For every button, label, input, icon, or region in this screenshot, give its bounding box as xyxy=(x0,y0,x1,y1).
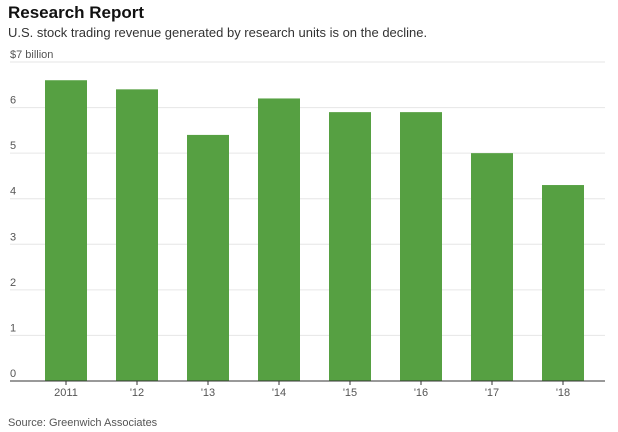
x-tick-label: '12 xyxy=(130,387,144,399)
bar xyxy=(471,153,513,381)
x-tick-label: '15 xyxy=(343,387,357,399)
chart-title: Research Report xyxy=(8,3,145,22)
bars xyxy=(45,80,584,381)
bar xyxy=(116,89,158,381)
x-tick-label: 2011 xyxy=(54,387,78,399)
bar xyxy=(400,112,442,381)
tick-labels: 0 1 2 3 4 5 6 $7 billion 2011 '12 '13 '14 '15 '16 '17 '… xyxy=(10,49,570,399)
x-tick-label: '18 xyxy=(556,387,570,399)
y-tick-label: 4 xyxy=(10,186,16,198)
y-tick-label: 2 xyxy=(10,277,16,289)
y-tick-label: 3 xyxy=(10,231,16,243)
axes xyxy=(10,380,605,385)
y-tick-label: 6 xyxy=(10,95,16,107)
chart-source: Source: Greenwich Associates xyxy=(8,417,158,429)
gridlines xyxy=(10,61,605,336)
x-tick-label: '13 xyxy=(201,387,215,399)
bar xyxy=(45,80,87,381)
x-tick-label: '16 xyxy=(414,387,428,399)
y-tick-label: 1 xyxy=(10,322,16,334)
chart-subtitle: U.S. stock trading revenue generated by … xyxy=(8,25,428,40)
bar xyxy=(329,112,371,381)
bar xyxy=(542,185,584,381)
bar xyxy=(187,134,229,381)
y-tick-label: $7 billion xyxy=(10,49,53,61)
x-tick-label: '17 xyxy=(485,387,499,399)
y-tick-label: 5 xyxy=(10,140,16,152)
bar xyxy=(258,98,300,381)
y-tick-label: 0 xyxy=(10,368,16,380)
x-tick-label: '14 xyxy=(272,387,286,399)
